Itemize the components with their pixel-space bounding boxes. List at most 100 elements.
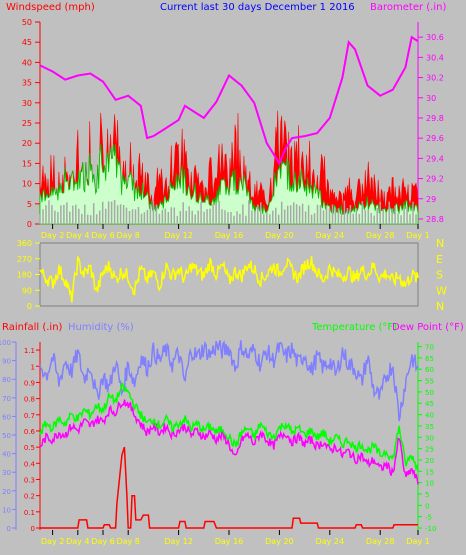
temperature-tick-label: 55 xyxy=(425,378,434,386)
rainfall-tick-label: 0.1 xyxy=(24,509,35,517)
temperature-tick-label: 25 xyxy=(425,446,434,454)
day-tick-label: Day 2 xyxy=(41,537,64,546)
wind-tick-label: 25 xyxy=(22,119,32,128)
rainfall-tick-label: 0.4 xyxy=(24,460,36,468)
direction-line xyxy=(39,255,419,303)
temperature-tick-label: -5 xyxy=(425,514,432,522)
direction-tick-label: 360 xyxy=(17,239,32,248)
wind-average-area xyxy=(39,143,419,225)
temperature-tick-label: 5 xyxy=(425,491,429,499)
rainfall-line xyxy=(40,446,418,529)
wind-tick-label: 0 xyxy=(27,220,32,229)
temperature-line xyxy=(39,382,419,472)
rainfall-ticks: 0 0.1 0.2 0.3 0.4 0.5 0.6 0.7 0.8 0.9 1 1.1 xyxy=(24,347,40,533)
barometer-tick-label: 29 xyxy=(426,195,436,204)
temperature-axis-label: Temperature (°F) xyxy=(311,322,397,333)
day-tick-label: Day 16 xyxy=(215,537,244,546)
barometer-axis-label: Barometer (.in) xyxy=(370,2,446,13)
rainfall-tick-label: 1.1 xyxy=(24,347,35,355)
direction-tick-label: 180 xyxy=(17,271,32,280)
day-tick-label: Day 24 xyxy=(316,537,345,546)
barometer-tick-label: 29.8 xyxy=(426,114,444,123)
temperature-tick-label: 45 xyxy=(425,400,434,408)
wind-tick-label: 15 xyxy=(22,159,32,168)
rainfall-tick-label: 0.2 xyxy=(24,493,35,501)
compass-label: N xyxy=(436,237,444,250)
humidity-tick-label: 40 xyxy=(2,451,11,459)
humidity-tick-label: 30 xyxy=(2,469,11,477)
temperature-tick-label: 35 xyxy=(425,423,434,431)
humidity-tick-label: 80 xyxy=(2,376,11,384)
day-tick-label: Day 24 xyxy=(316,231,345,240)
temperature-tick-label: 0 xyxy=(425,502,429,510)
compass-label: E xyxy=(436,253,443,266)
humidity-tick-label: 20 xyxy=(2,488,11,496)
rainfall-tick-label: 0.8 xyxy=(24,396,35,404)
day-tick-label: Day 12 xyxy=(164,231,193,240)
wind-tick-label: 5 xyxy=(27,200,32,209)
temperature-tick-label: 15 xyxy=(425,468,434,476)
direction-tick-label: 90 xyxy=(22,286,32,295)
wind-tick-label: 40 xyxy=(22,58,32,67)
direction-tick-label: 270 xyxy=(17,255,32,264)
day-tick-label: Day 1 xyxy=(406,537,429,546)
day-tick-label: Day 6 xyxy=(91,231,114,240)
barometer-tick-label: 28.8 xyxy=(426,215,444,224)
day-tick-label: Day 20 xyxy=(265,537,294,546)
humidity-tick-label: 10 xyxy=(2,506,11,514)
humidity-tick-label: 100 xyxy=(0,339,11,347)
humidity-tick-label: 50 xyxy=(2,432,11,440)
rainfall-tick-label: 1 xyxy=(31,363,35,371)
day-tick-label: Day 28 xyxy=(366,231,395,240)
wind-tick-label: 45 xyxy=(22,38,32,47)
barometer-tick-label: 30.6 xyxy=(426,33,444,42)
wind-ticks: 0 5 10 15 20 25 30 35 40 45 50 xyxy=(22,18,40,229)
temperature-tick-label: 20 xyxy=(425,457,434,465)
barometer-tick-label: 30.2 xyxy=(426,74,444,83)
day-ticks-top: Day 2 Day 4 Day 6 Day 8 Day 12 Day 16 Day 20 Da… xyxy=(41,224,430,240)
day-tick-label: Day 12 xyxy=(164,537,193,546)
compass-label: W xyxy=(436,284,447,297)
wind-tick-label: 20 xyxy=(22,139,32,148)
day-tick-label: Day 28 xyxy=(366,537,395,546)
rainfall-tick-label: 0.7 xyxy=(24,412,35,420)
day-tick-label: Day 8 xyxy=(116,231,139,240)
temperature-tick-label: 10 xyxy=(425,480,434,488)
day-tick-label: Day 20 xyxy=(265,231,294,240)
rainfall-tick-label: 0 xyxy=(31,525,35,533)
temperature-tick-label: -10 xyxy=(425,525,436,533)
humidity-line xyxy=(39,340,419,422)
chart-title: Current last 30 days December 1 2016 xyxy=(160,2,355,13)
temperature-ticks: -10 -5 0 5 10 15 20 25 30 35 40 45 50 55 60 65 70 xyxy=(418,344,436,533)
dewpoint-line xyxy=(39,399,419,485)
humidity-tick-label: 60 xyxy=(2,413,11,421)
compass-label: S xyxy=(436,269,443,282)
barometer-tick-label: 30 xyxy=(426,94,436,103)
temperature-tick-label: 40 xyxy=(425,412,434,420)
barometer-tick-label: 29.2 xyxy=(426,175,444,184)
rainfall-tick-label: 0.9 xyxy=(24,379,35,387)
temperature-tick-label: 50 xyxy=(425,389,434,397)
barometer-series xyxy=(39,35,419,166)
rain-humidity-temp-panel: Rainfall (.in) Humidity (%) Temperature … xyxy=(0,322,464,546)
humidity-axis-label: Humidity (%) xyxy=(68,322,134,333)
direction-series xyxy=(39,255,419,303)
wind-barometer-panel: Windspeed (mph) Current last 30 days Dec… xyxy=(6,2,446,240)
temperature-tick-label: 60 xyxy=(425,366,434,374)
humidity-ticks: 0 10 20 30 40 50 60 70 80 90 100 xyxy=(0,339,16,533)
wind-low-bars xyxy=(39,199,417,224)
dewpoint-axis-label: Dew Point (°F) xyxy=(392,322,464,333)
temperature-tick-label: 70 xyxy=(425,344,434,352)
lower-series xyxy=(39,340,419,529)
wind-tick-label: 35 xyxy=(22,79,32,88)
wind-series xyxy=(39,110,419,225)
rainfall-axis-label: Rainfall (.in) xyxy=(2,322,63,333)
barometer-ticks: 28.8 29 29.2 29.4 29.6 29.8 30 30.2 30.4 30.6 xyxy=(418,33,444,224)
wind-tick-label: 10 xyxy=(22,180,32,189)
humidity-tick-label: 0 xyxy=(7,525,11,533)
compass-label: N xyxy=(436,300,444,313)
barometer-tick-label: 29.4 xyxy=(426,154,444,163)
